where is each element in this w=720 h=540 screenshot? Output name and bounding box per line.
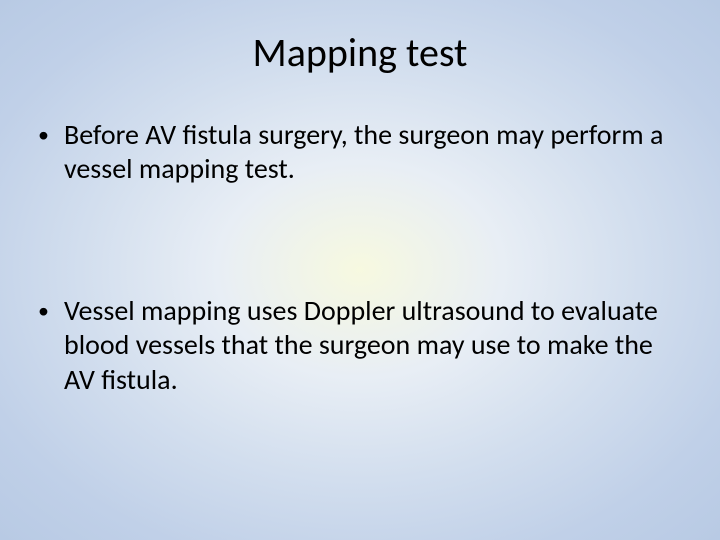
bullet-item: • Before AV fistula surgery, the surgeon… <box>36 118 672 186</box>
bullet-text: Before AV fistula surgery, the surgeon m… <box>64 118 672 186</box>
bullet-item: • Vessel mapping uses Doppler ultrasound… <box>36 294 672 396</box>
bullet-text: Vessel mapping uses Doppler ultrasound t… <box>64 294 672 396</box>
bullet-marker-icon: • <box>36 294 64 328</box>
slide-body: • Before AV fistula surgery, the surgeon… <box>36 118 672 397</box>
slide-title: Mapping test <box>0 28 720 77</box>
slide: Mapping test • Before AV fistula surgery… <box>0 0 720 540</box>
bullet-marker-icon: • <box>36 118 64 152</box>
